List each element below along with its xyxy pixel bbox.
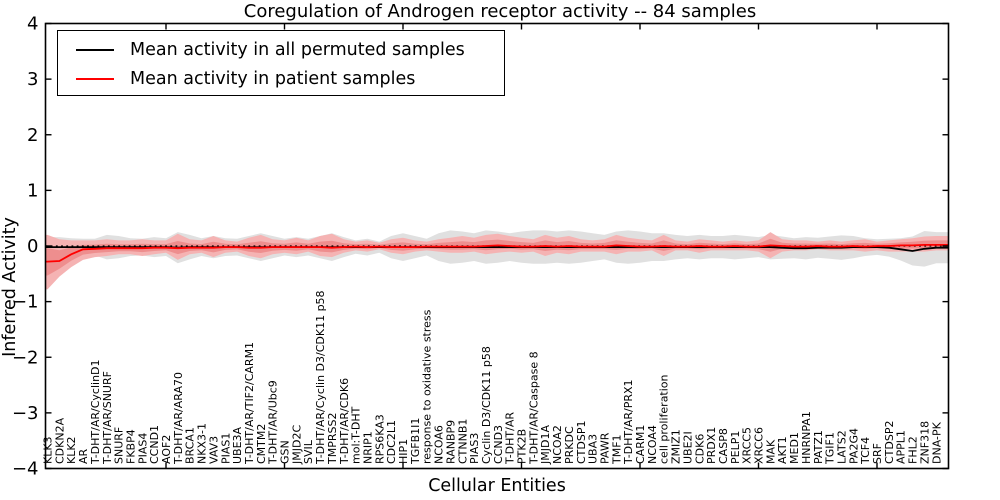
x-tick-label: SNURF [113, 427, 126, 464]
x-tick-label: XRCC6 [753, 427, 766, 464]
y-tick-label: 2 [27, 125, 38, 146]
y-tick-label: 1 [27, 180, 38, 201]
x-tick-label: UBA3 [587, 434, 600, 464]
x-tick-label: NKX3-1 [196, 423, 209, 464]
x-tick-label: CDK6 [693, 434, 706, 464]
legend-label-patient: Mean activity in patient samples [130, 68, 416, 89]
x-axis-title: Cellular Entities [428, 476, 566, 496]
x-tick-label: NCOA4 [646, 425, 659, 464]
x-tick-label: SRF [871, 443, 884, 464]
x-tick-label: RANBP9 [444, 420, 457, 464]
x-tick-label: PIAS3 [468, 433, 481, 464]
x-tick-label: SVIL [302, 439, 315, 464]
x-tick-label: JMJD1A [539, 425, 552, 465]
x-tick-label: CARM1 [634, 425, 647, 464]
y-tick-label: −4 [12, 459, 39, 480]
permuted-line-swatch [76, 48, 114, 51]
x-tick-label: PA2G4 [847, 428, 860, 464]
x-tick-label: HNRNPA1 [800, 411, 813, 464]
x-tick-label: BRCA1 [184, 427, 197, 464]
x-tick-label: T-DHT/AR/PRX1 [622, 379, 635, 465]
x-tick-label: ZNF318 [918, 421, 931, 464]
x-tick-label: T-DHT/AR/Caspase 8 [527, 351, 540, 465]
x-tick-label: NRIP1 [361, 431, 374, 464]
x-tick-label: TMPRSS2 [326, 413, 339, 465]
x-tick-label: PIAS1 [219, 433, 232, 464]
x-tick-label: XRCC5 [741, 427, 754, 464]
x-tick-label: PATZ1 [812, 430, 825, 464]
x-tick-label: MED1 [788, 432, 801, 464]
x-tick-label: APPL1 [895, 430, 908, 464]
x-tick-label: CDKN2A [53, 417, 66, 464]
x-tick-label: PIAS4 [136, 433, 149, 464]
x-tick-label: CCND3 [492, 425, 505, 464]
x-tick-label: CASP8 [717, 428, 730, 464]
x-tick-label: DNA-PK [930, 421, 943, 464]
x-tick-label: PRKDC [563, 426, 576, 464]
patient-line-swatch [76, 77, 114, 80]
y-tick-label: 0 [27, 236, 38, 257]
x-tick-label: TMF1 [610, 434, 623, 465]
x-tick-label: PRDX1 [705, 427, 718, 464]
y-tick-label: −3 [12, 403, 39, 424]
x-tick-label: CTDSP1 [575, 421, 588, 464]
x-tick-label: CCND1 [148, 425, 161, 464]
x-tick-label: UBE3A [231, 426, 244, 464]
x-tick-label: T-DHT/AR/ARA70 [172, 372, 185, 465]
y-tick-label: −2 [12, 347, 39, 368]
x-tick-label: FKBP4 [124, 429, 137, 464]
x-tick-label: PTK2B [516, 429, 529, 464]
chart-title: Coregulation of Androgen receptor activi… [243, 1, 757, 22]
x-tick-label: CTNNB1 [456, 419, 469, 464]
x-tick-label: RPS6KA3 [373, 414, 386, 464]
y-axis-title: Inferred Activity [0, 217, 20, 357]
x-tick-label: T-DHT/AR/SNURF [101, 371, 114, 465]
y-tick-label: −1 [12, 292, 39, 313]
x-tick-label: AKT1 [776, 436, 789, 464]
x-tick-label: HIP1 [397, 439, 410, 464]
x-tick-label: response to oxidative stress [421, 309, 434, 464]
x-tick-label: PELP1 [729, 431, 742, 464]
legend-label-permuted: Mean activity in all permuted samples [130, 39, 465, 60]
x-tick-label: KLK2 [65, 436, 78, 464]
x-tick-label: T-DHT/AR/TIF2/CARM1 [243, 342, 256, 465]
x-tick-label: JMJD2C [290, 425, 303, 465]
x-tick-label: FHL2 [907, 436, 920, 464]
y-tick-label: 3 [27, 69, 38, 90]
x-tick-label: T-DHT/AR/CyclinD1 [89, 359, 102, 465]
x-tick-label: T-DHT/AR/CDK6 [338, 378, 351, 465]
x-tick-label: LATS2 [835, 430, 848, 464]
x-tick-label: mol:T-DHT [350, 406, 363, 464]
x-tick-label: TCF4 [859, 437, 872, 465]
x-tick-label: PAWR [598, 432, 611, 464]
x-tick-label: MAK [764, 439, 777, 464]
x-tick-label: VAV3 [207, 436, 220, 464]
y-tick-label: 4 [27, 14, 38, 35]
x-tick-label: AOF2 [160, 435, 173, 464]
x-tick-label: T-DHT/AR [504, 412, 517, 465]
x-tick-label: ZMIZ1 [670, 429, 683, 464]
x-tick-label: NCOA6 [433, 425, 446, 464]
x-tick-label: GSN [279, 440, 292, 464]
x-tick-label: T-DHT/AR/Cyclin D3/CDK11 p58 [314, 290, 327, 465]
legend-item-patient: Mean activity in patient samples [76, 64, 504, 93]
x-tick-label: AR [77, 448, 90, 464]
x-tick-label: TGIF1 [824, 432, 837, 465]
x-tick-label: T-DHT/AR/Ubc9 [267, 380, 280, 465]
x-tick-label: CTDSP2 [883, 421, 896, 464]
x-tick-label: UBE2I [681, 431, 694, 464]
legend-item-permuted: Mean activity in all permuted samples [76, 35, 504, 64]
legend: Mean activity in all permuted samples Me… [57, 30, 505, 96]
x-tick-label: Cyclin D3/CDK11 p58 [480, 346, 493, 464]
x-tick-label: NCOA2 [551, 425, 564, 464]
x-tick-label: CDC2L1 [385, 420, 398, 464]
x-tick-label: TGFB1I1 [409, 418, 422, 465]
patient-mean-line [45, 244, 949, 263]
x-tick-label: cell proliferation [658, 374, 671, 464]
x-tick-label: KLK3 [42, 436, 55, 464]
x-tick-label: CMTM2 [255, 424, 268, 464]
